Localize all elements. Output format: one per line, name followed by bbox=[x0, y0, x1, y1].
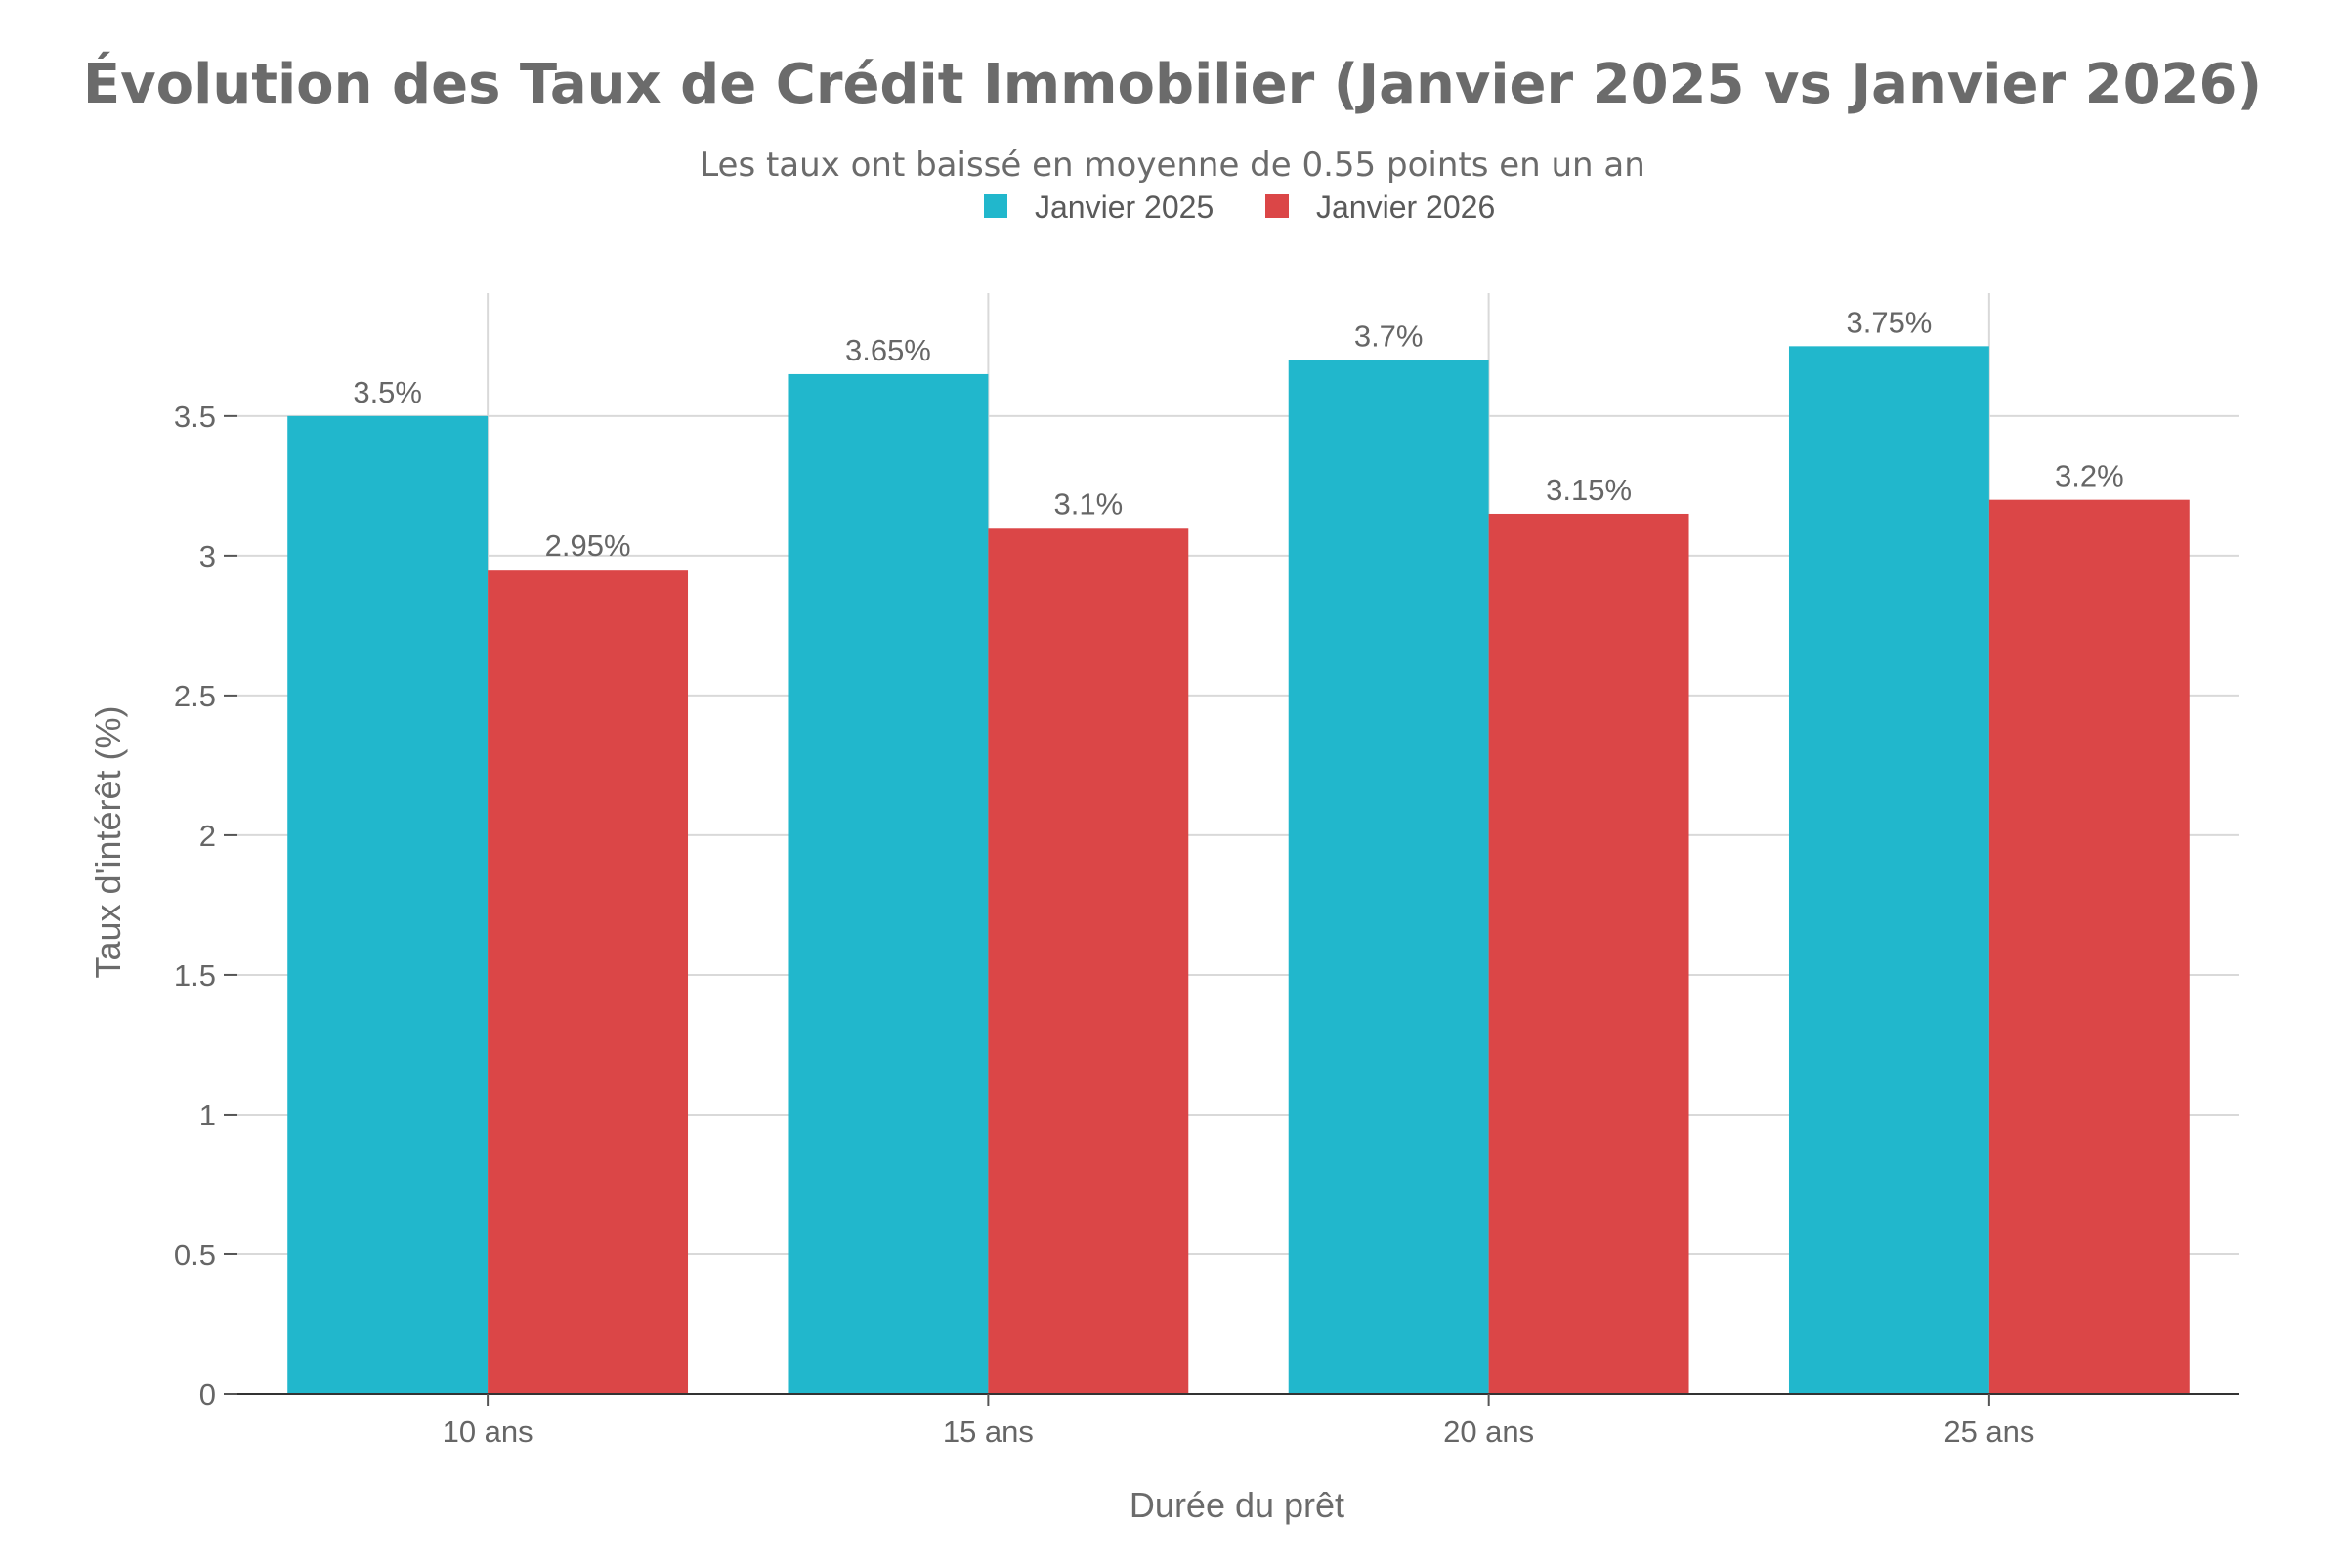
chart-subtitle: Les taux ont baissé en moyenne de 0.55 p… bbox=[700, 146, 1645, 185]
y-tick-label: 2.5 bbox=[174, 679, 216, 713]
y-tick-label: 3 bbox=[199, 539, 216, 573]
bar-janvier-2025-15-ans bbox=[788, 373, 989, 1394]
legend-swatch-janvier-2026 bbox=[1265, 194, 1289, 218]
data-label-janvier-2025-10-ans: 3.5% bbox=[353, 375, 422, 409]
data-label-janvier-2025-15-ans: 3.65% bbox=[845, 333, 931, 367]
bar-janvier-2025-20-ans bbox=[1288, 360, 1489, 1394]
y-axis-title: Taux d'intérêt (%) bbox=[88, 706, 128, 979]
y-tick-label: 0 bbox=[199, 1377, 216, 1412]
data-labels: 3.5% 2.95% 3.65% 3.1% 3.7% 3.15% 3.75% 3.2% bbox=[353, 305, 2123, 563]
chart-title: Évolution des Taux de Crédit Immobilier … bbox=[83, 52, 2262, 116]
data-label-janvier-2025-25-ans: 3.75% bbox=[1846, 305, 1932, 339]
bar-janvier-2026-15-ans bbox=[988, 528, 1189, 1394]
bar-janvier-2025-25-ans bbox=[1788, 346, 1989, 1395]
x-tick-label-20-ans: 20 ans bbox=[1443, 1415, 1534, 1449]
y-tick-label: 0.5 bbox=[174, 1238, 216, 1272]
x-tick-label-10-ans: 10 ans bbox=[443, 1415, 533, 1449]
data-label-janvier-2026-15-ans: 3.1% bbox=[1053, 487, 1123, 521]
x-axis-title: Durée du prêt bbox=[1130, 1485, 1344, 1525]
bars bbox=[287, 346, 2190, 1395]
y-tick-label: 3.5 bbox=[174, 400, 216, 434]
data-label-janvier-2026-20-ans: 3.15% bbox=[1546, 473, 1632, 507]
x-tick-label-15-ans: 15 ans bbox=[943, 1415, 1034, 1449]
legend-label-janvier-2026: Janvier 2026 bbox=[1316, 190, 1495, 225]
data-label-janvier-2025-20-ans: 3.7% bbox=[1354, 319, 1424, 354]
x-tick-label-25-ans: 25 ans bbox=[1943, 1415, 2034, 1449]
y-tick-label: 2 bbox=[199, 819, 216, 853]
bar-janvier-2026-20-ans bbox=[1488, 513, 1689, 1394]
y-tick-label: 1.5 bbox=[174, 958, 216, 993]
legend-label-janvier-2025: Janvier 2025 bbox=[1035, 190, 1214, 225]
bar-janvier-2026-10-ans bbox=[488, 570, 689, 1394]
legend: Janvier 2025 Janvier 2026 bbox=[984, 190, 1495, 225]
y-tick-label: 1 bbox=[199, 1098, 216, 1132]
bar-janvier-2025-10-ans bbox=[287, 415, 489, 1394]
axes: 0 0.5 1 1.5 2 2.5 3 3.5 10 ans 15 ans 20 ans 25 ans bbox=[174, 400, 2239, 1449]
data-label-janvier-2026-10-ans: 2.95% bbox=[545, 529, 631, 563]
bar-janvier-2026-25-ans bbox=[1988, 499, 2190, 1394]
data-label-janvier-2026-25-ans: 3.2% bbox=[2055, 459, 2124, 493]
legend-swatch-janvier-2025 bbox=[984, 194, 1007, 218]
